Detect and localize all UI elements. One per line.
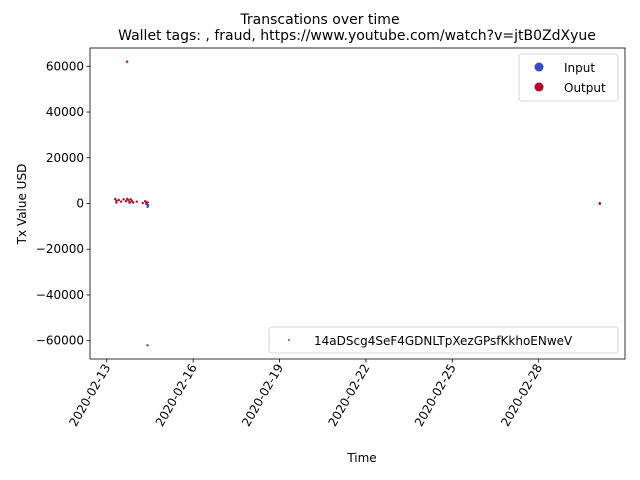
output-point [119, 200, 123, 203]
y-tick-label: −40000 [36, 288, 84, 302]
output-point [113, 197, 117, 201]
output-point [115, 199, 118, 202]
legend-output-label: Output [564, 81, 606, 95]
input-point [146, 204, 150, 207]
output-point [598, 201, 602, 205]
output-point [115, 201, 118, 204]
legend-output-swatch [534, 82, 544, 92]
axis-ticks: −60000 −40000 −20000 0 20000 40000 60000 2020-0… [36, 59, 545, 429]
x-tick-label: 2020-02-13 [66, 362, 113, 429]
y-tick-label: −60000 [36, 334, 84, 348]
y-tick-label: −20000 [36, 242, 84, 256]
legend-input-swatch [534, 62, 544, 72]
y-tick-label: 60000 [46, 59, 84, 73]
y-axis-label: Tx Value USD [15, 164, 29, 246]
output-point [135, 200, 138, 203]
plot-frame [89, 47, 626, 360]
x-tick-label: 2020-02-28 [498, 362, 545, 429]
x-tick-label: 2020-02-19 [239, 362, 286, 429]
output-point [141, 201, 144, 205]
legend: Input Output [518, 53, 619, 102]
wallet-legend: 14aDScg4SeF4GDNLTpXezGPsfKkhoENweV [268, 326, 619, 354]
output-point [129, 198, 132, 201]
output-point [124, 200, 128, 203]
output-point [146, 201, 149, 204]
output-point [127, 198, 130, 202]
y-tick-label: 40000 [46, 105, 84, 119]
x-tick-label: 2020-02-25 [412, 362, 459, 429]
x-tick-label: 2020-02-16 [153, 362, 200, 429]
chart-title: Transcations over time [239, 12, 399, 28]
x-tick-label: 2020-02-22 [325, 362, 372, 429]
legend-input-label: Input [564, 61, 595, 75]
data-points [113, 60, 602, 347]
output-point [125, 60, 129, 63]
input-point [146, 344, 149, 347]
output-point [131, 201, 135, 204]
chart-subtitle: Wallet tags: , fraud, https://www.youtub… [118, 28, 596, 44]
output-point [117, 198, 120, 202]
y-tick-label: 20000 [46, 151, 84, 165]
output-point [122, 198, 125, 201]
output-point [128, 200, 131, 204]
x-axis-label: Time [346, 451, 376, 465]
legend-wallet-swatch [288, 339, 290, 341]
y-tick-label: 0 [76, 197, 84, 211]
legend-wallet-label: 14aDScg4SeF4GDNLTpXezGPsfKkhoENweV [314, 334, 573, 348]
